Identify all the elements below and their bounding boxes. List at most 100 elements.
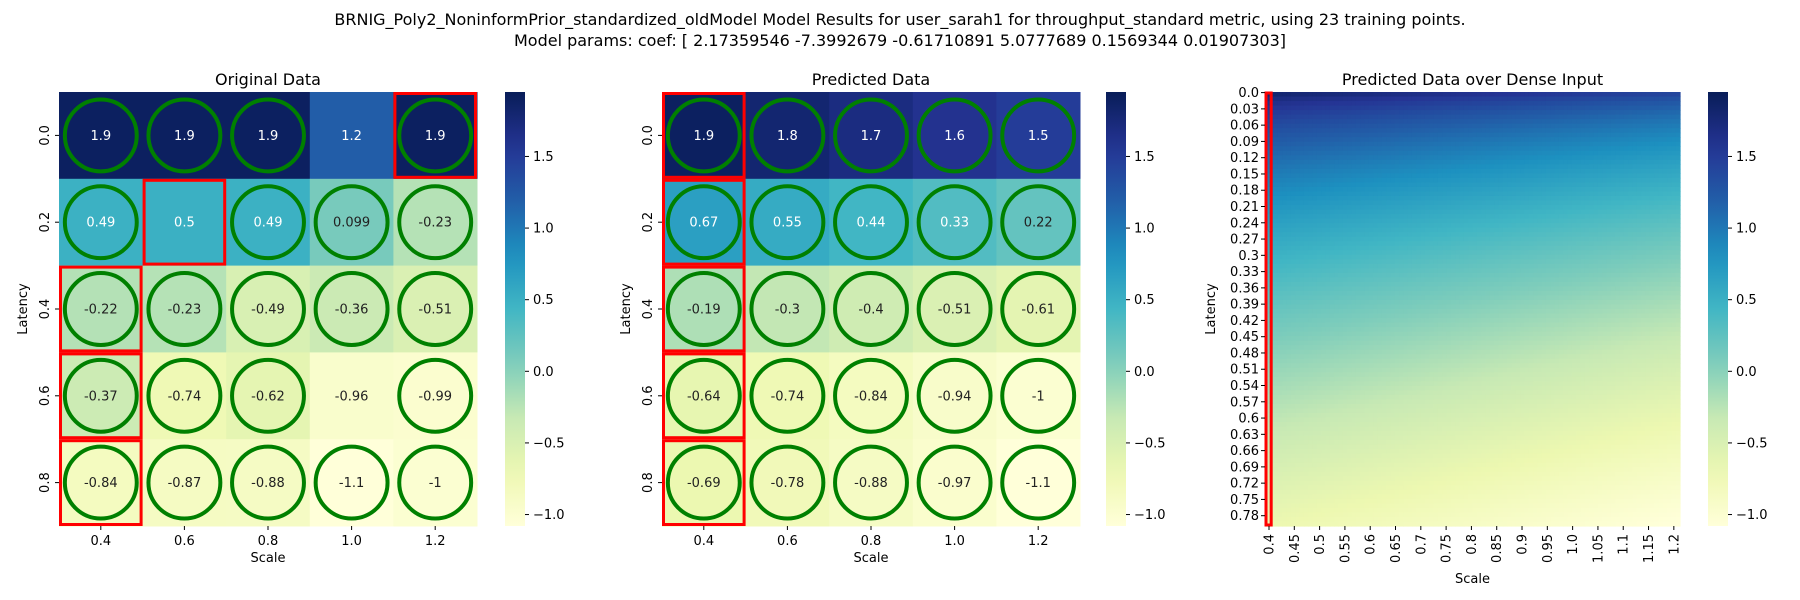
dense-cell	[1386, 168, 1391, 174]
dense-cell	[1450, 186, 1456, 193]
dense-cell	[1377, 137, 1383, 143]
dense-cell	[1528, 263, 1534, 269]
dense-cell	[1334, 299, 1340, 306]
dense-cell	[1442, 128, 1448, 134]
dense-cell	[1507, 164, 1513, 170]
dense-cell	[1273, 164, 1279, 170]
dense-cell	[1667, 168, 1672, 174]
dense-cell	[1541, 146, 1547, 152]
dense-cell	[1316, 101, 1322, 107]
dense-cell	[1399, 223, 1404, 229]
dense-cell	[1463, 164, 1469, 170]
dense-cell	[1459, 250, 1465, 256]
dense-cell	[1481, 96, 1487, 102]
dense-cell	[1667, 132, 1672, 138]
dense-cell	[1502, 205, 1508, 211]
dense-cell	[1481, 105, 1487, 111]
dense-cell	[1632, 218, 1638, 224]
dense-cell	[1606, 186, 1612, 193]
dense-cell	[1386, 132, 1391, 138]
dense-cell	[1580, 92, 1586, 98]
dense-cell	[1580, 227, 1586, 233]
dense-cell	[1619, 281, 1625, 287]
dense-cell	[1299, 232, 1305, 238]
dense-cell	[1355, 250, 1361, 256]
dense-cell	[1632, 200, 1638, 206]
dense-cell	[1403, 232, 1409, 238]
cell-value-label: 1.7	[861, 129, 882, 144]
dense-cell	[1403, 281, 1409, 287]
dense-cell	[1645, 168, 1651, 174]
dense-cell	[1468, 164, 1474, 170]
dense-cell	[1515, 168, 1521, 174]
dense-cell	[1563, 232, 1569, 238]
dense-cell	[1597, 241, 1603, 247]
dense-cell	[1308, 214, 1314, 220]
highlight-circle	[749, 271, 826, 347]
dense-cell	[1507, 227, 1513, 233]
dense-cell	[1455, 241, 1461, 247]
dense-cell	[1338, 236, 1344, 242]
dense-cell	[1463, 299, 1469, 306]
dense-cell	[1407, 92, 1413, 98]
dense-cell	[1312, 277, 1318, 283]
dense-cell	[1299, 146, 1305, 152]
dense-cell	[1416, 277, 1422, 283]
dense-cell	[1381, 146, 1387, 152]
dense-cell	[1502, 164, 1508, 170]
dense-cell	[1658, 281, 1664, 287]
dense-cell	[1671, 268, 1677, 274]
dense-cell	[1524, 218, 1530, 224]
dense-cell	[1654, 146, 1659, 152]
dense-cell	[1433, 96, 1439, 102]
dense-cell	[1403, 123, 1409, 129]
dense-cell	[1593, 272, 1599, 278]
dense-cell	[1593, 195, 1599, 202]
dense-cell	[1580, 254, 1586, 260]
dense-cell	[1558, 96, 1564, 102]
dense-cell	[1580, 119, 1586, 125]
dense-cell	[1606, 232, 1612, 238]
dense-cell	[1615, 209, 1621, 215]
dense-cell	[1381, 277, 1387, 283]
dense-cell	[1675, 205, 1681, 211]
dense-cell	[1312, 272, 1318, 278]
dense-cell	[1316, 250, 1322, 256]
dense-cell	[1347, 245, 1353, 251]
dense-cell	[1511, 146, 1517, 152]
highlight-circle	[230, 97, 306, 174]
dense-cell	[1481, 146, 1487, 152]
dense-cell	[1545, 177, 1551, 184]
dense-cell	[1420, 132, 1426, 138]
dense-cell	[1615, 146, 1621, 152]
dense-cell	[1342, 304, 1348, 310]
dense-cell	[1537, 150, 1543, 156]
dense-cell	[1373, 132, 1378, 138]
dense-cell	[1550, 290, 1556, 297]
dense-cell	[1459, 195, 1465, 202]
dense-cell	[1524, 263, 1530, 269]
dense-cell	[1316, 177, 1322, 184]
dense-cell	[1502, 150, 1508, 156]
dense-cell	[1550, 182, 1556, 188]
cell-value-label: 1.2	[341, 129, 362, 144]
dense-cell	[1645, 119, 1651, 125]
dense-cell	[1662, 268, 1668, 274]
heatmap-cell	[912, 265, 997, 353]
dense-cell	[1338, 259, 1344, 265]
dense-cell	[1420, 245, 1426, 251]
dense-cell	[1295, 295, 1301, 301]
dense-cell	[1524, 254, 1530, 260]
dense-cell	[1329, 132, 1335, 138]
dense-cell	[1316, 299, 1322, 306]
dense-cell	[1623, 245, 1629, 251]
dense-cell	[1429, 141, 1435, 147]
dense-cell	[1446, 254, 1452, 260]
dense-cell	[1312, 295, 1318, 301]
dense-cell	[1494, 272, 1500, 278]
dense-cell	[1571, 141, 1577, 147]
dense-cell	[1386, 295, 1391, 301]
dense-cell	[1446, 123, 1452, 129]
dense-cell	[1662, 141, 1668, 147]
dense-cell	[1368, 159, 1374, 165]
